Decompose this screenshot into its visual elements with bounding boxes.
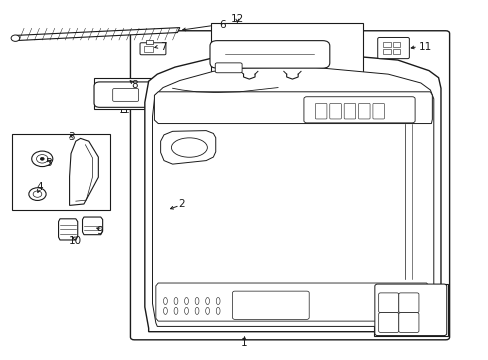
FancyBboxPatch shape [398,293,418,312]
Ellipse shape [11,35,20,41]
Polygon shape [154,92,431,123]
Circle shape [32,151,53,167]
Ellipse shape [171,138,207,157]
FancyBboxPatch shape [232,291,308,319]
Ellipse shape [195,297,199,305]
Bar [392,42,400,48]
Text: 4: 4 [36,182,42,192]
Polygon shape [82,217,102,235]
Text: 9: 9 [96,226,103,236]
Text: 6: 6 [219,20,226,30]
FancyBboxPatch shape [378,312,398,332]
FancyBboxPatch shape [344,103,355,119]
Text: 12: 12 [230,14,244,24]
Polygon shape [144,53,440,332]
Text: 3: 3 [67,132,74,142]
Text: 11: 11 [418,42,431,51]
Ellipse shape [174,297,178,305]
Ellipse shape [195,307,199,314]
FancyBboxPatch shape [358,103,369,119]
Circle shape [158,209,166,216]
Bar [143,46,153,52]
Circle shape [41,157,44,160]
FancyBboxPatch shape [215,63,242,73]
Bar [383,42,390,48]
FancyBboxPatch shape [112,89,138,101]
FancyArrow shape [147,210,156,213]
FancyBboxPatch shape [304,97,414,123]
FancyBboxPatch shape [378,293,398,312]
Text: 2: 2 [178,199,184,209]
Text: 1: 1 [241,338,247,348]
Text: 5: 5 [45,158,52,168]
FancyBboxPatch shape [372,103,384,119]
Polygon shape [69,138,98,206]
Circle shape [29,188,46,201]
Circle shape [153,206,170,219]
Ellipse shape [205,307,209,314]
Polygon shape [156,283,428,321]
Text: 10: 10 [69,236,82,246]
Bar [210,23,363,78]
FancyBboxPatch shape [374,284,446,336]
Polygon shape [15,28,180,41]
FancyBboxPatch shape [377,37,408,59]
Text: 7: 7 [160,42,166,51]
Polygon shape [59,219,78,240]
Bar [392,49,400,54]
Circle shape [37,154,48,163]
Ellipse shape [184,297,188,305]
FancyBboxPatch shape [398,312,418,332]
FancyBboxPatch shape [209,41,329,68]
Ellipse shape [216,297,220,305]
Text: 13: 13 [407,312,420,323]
Ellipse shape [163,297,167,305]
FancyBboxPatch shape [140,43,165,55]
Polygon shape [152,67,433,327]
Ellipse shape [216,307,220,314]
Bar [93,78,161,109]
FancyBboxPatch shape [130,31,448,340]
Ellipse shape [205,297,209,305]
FancyBboxPatch shape [329,103,341,119]
Bar [373,284,447,336]
Ellipse shape [184,307,188,314]
Ellipse shape [163,307,167,314]
FancyBboxPatch shape [94,82,158,107]
Circle shape [33,191,41,197]
Ellipse shape [174,307,178,314]
Bar [12,134,110,210]
Text: 8: 8 [131,80,137,90]
Bar [146,40,153,44]
Polygon shape [160,131,215,164]
FancyBboxPatch shape [315,103,326,119]
Bar [383,49,390,54]
